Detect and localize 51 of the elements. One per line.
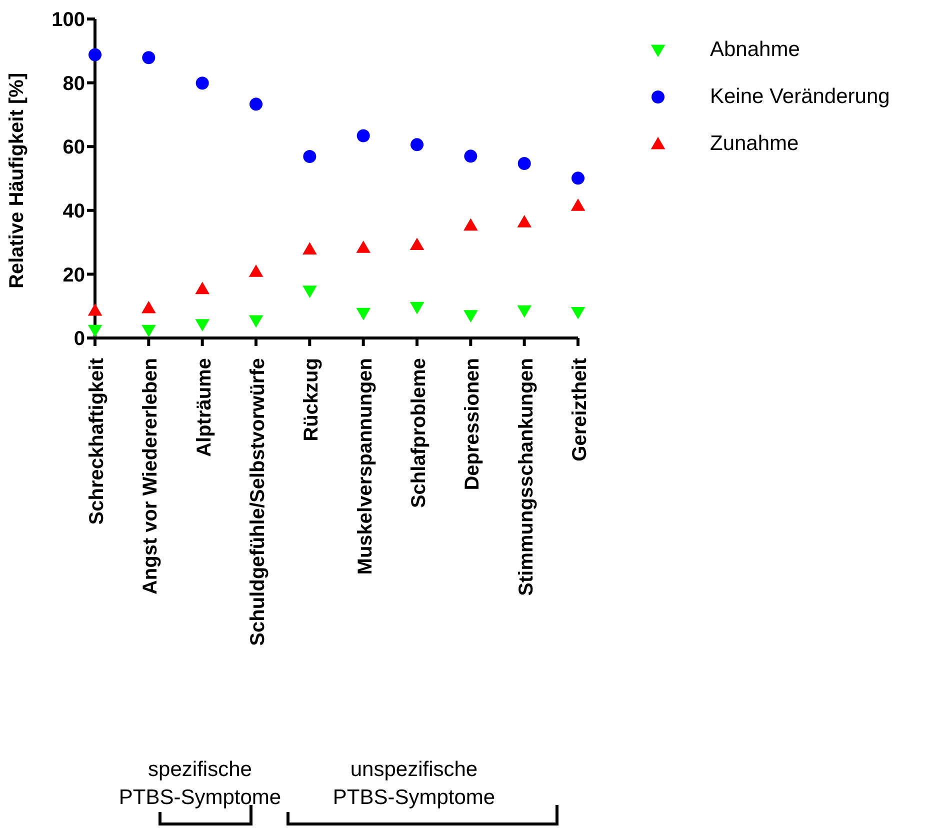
point	[195, 282, 210, 294]
y-tick-label: 20	[62, 264, 85, 286]
y-tick-label: 60	[62, 136, 85, 159]
point	[517, 305, 532, 318]
point	[248, 315, 264, 328]
point	[195, 319, 210, 332]
point	[464, 150, 478, 163]
x-tick-label: Gereiztheit	[569, 358, 591, 462]
point	[518, 157, 531, 170]
legend-label: Abnahme	[710, 38, 800, 62]
point	[142, 300, 156, 314]
y-tick-label: 100	[52, 9, 85, 32]
x-tick-label: Stimmungsschankungen	[515, 358, 538, 596]
text: spezifische PTBS-Symptome	[118, 758, 282, 809]
y-tick-label: 0	[74, 328, 85, 350]
point	[570, 198, 586, 211]
point	[142, 324, 156, 338]
x-tick-label: Angst vor Wiedererleben	[140, 358, 162, 595]
point	[356, 129, 370, 142]
point	[88, 48, 102, 62]
x-tick-label: Schlafprobleme	[408, 358, 430, 508]
x-tick-label: Alpträume	[193, 358, 216, 457]
point	[248, 264, 264, 277]
point	[410, 302, 424, 314]
point	[88, 303, 102, 316]
point	[570, 306, 586, 320]
point	[517, 215, 532, 228]
point	[356, 308, 370, 320]
x-tick-label: Schuldgefühle/Selbstvorwürfe	[247, 358, 269, 646]
point	[302, 286, 317, 298]
point	[250, 98, 262, 111]
point	[464, 218, 478, 231]
legend-label: Keine Veränderung	[710, 84, 890, 108]
y-tick-label: 40	[62, 200, 85, 222]
y-tick-label: 80	[62, 72, 85, 95]
point	[303, 150, 316, 163]
x-tick-label: Rückzug	[300, 358, 323, 442]
point	[142, 51, 156, 64]
x-tick-label: Muskelverspannungen	[354, 358, 376, 575]
point	[356, 240, 370, 253]
text: unspezifische PTBS-Symptome	[332, 758, 496, 809]
y-axis-title: Relative Häufigkeit [%]	[6, 72, 28, 288]
point	[196, 76, 209, 90]
point	[464, 310, 478, 322]
x-tick-label: Depressionen	[462, 358, 484, 490]
legend-label: Zunahme	[710, 132, 799, 156]
point	[410, 138, 424, 152]
x-tick-label: Schreckhaftigkeit	[86, 358, 108, 525]
point	[572, 172, 584, 185]
point	[302, 242, 317, 255]
point	[410, 238, 424, 250]
